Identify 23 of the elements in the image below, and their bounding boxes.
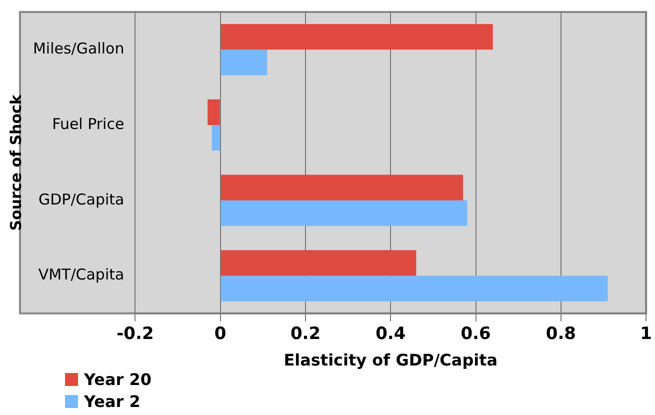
x-tick-label: 0.2 — [290, 324, 321, 344]
legend-label: Year 2 — [84, 392, 140, 410]
bar — [220, 200, 468, 226]
y-tick-label: Fuel Price — [52, 114, 124, 133]
y-axis-title: Source of Shock — [6, 94, 25, 231]
x-tick-label: 0.4 — [376, 324, 406, 344]
bar — [220, 276, 608, 302]
legend-label: Year 20 — [84, 370, 152, 388]
y-tick-label: VMT/Capita — [38, 266, 124, 284]
x-axis-title: Elasticity of GDP/Capita — [284, 350, 498, 370]
y-tick-label: Miles/Gallon — [32, 40, 124, 58]
bar — [220, 24, 493, 50]
bar — [208, 99, 220, 126]
x-tick-label: 1 — [640, 324, 652, 344]
x-tick-label: 0 — [214, 324, 226, 344]
y-tick-label: GDP/Capita — [38, 190, 124, 208]
x-tick-label: 0.8 — [546, 324, 576, 344]
bar — [220, 174, 464, 200]
x-tick-label: 0.6 — [460, 324, 491, 344]
bar — [220, 50, 268, 76]
x-tick-label: -0.2 — [116, 324, 154, 344]
bar — [212, 125, 220, 151]
bar — [220, 250, 416, 276]
